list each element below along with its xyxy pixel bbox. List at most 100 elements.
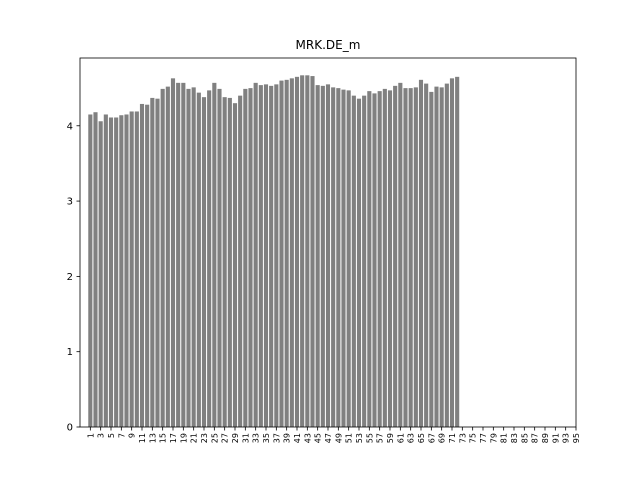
bar-4 (103, 114, 108, 427)
x-tick-label-7: 7 (117, 433, 126, 438)
bar-39 (284, 79, 289, 427)
bar-3 (98, 121, 103, 427)
x-tick-label-65: 65 (417, 433, 426, 443)
x-tick-label-15: 15 (159, 433, 168, 443)
bar-54 (362, 95, 367, 428)
bar-69 (439, 87, 444, 428)
bar-41 (294, 76, 300, 427)
x-tick-label-41: 41 (293, 433, 302, 443)
bar-40 (289, 78, 294, 427)
bar-38 (279, 80, 284, 427)
x-tick-label-61: 61 (396, 433, 405, 443)
bar-18 (176, 82, 181, 427)
x-tick-label-23: 23 (200, 433, 209, 443)
x-tick-label-87: 87 (531, 433, 540, 443)
bar-16 (165, 86, 170, 428)
bar-45 (315, 85, 320, 428)
x-tick-label-73: 73 (458, 433, 467, 443)
x-tick-label-9: 9 (128, 433, 137, 438)
bar-34 (258, 85, 263, 428)
x-tick-label-57: 57 (376, 433, 385, 443)
bar-5 (108, 117, 114, 428)
x-tick-label-83: 83 (510, 433, 519, 443)
bar-32 (248, 88, 253, 428)
x-tick-label-45: 45 (314, 433, 323, 443)
x-tick-label-1: 1 (86, 433, 95, 438)
x-tick-label-5: 5 (107, 433, 116, 438)
bar-1 (88, 114, 93, 427)
x-tick-label-13: 13 (148, 433, 157, 443)
x-tick-label-37: 37 (272, 433, 281, 443)
bar-23 (201, 97, 207, 427)
bar-46 (320, 85, 325, 428)
bar-20 (186, 88, 191, 427)
x-tick-label-51: 51 (345, 433, 354, 443)
bar-8 (124, 114, 129, 427)
y-axis: 0 1 2 3 4 (67, 121, 80, 434)
bar-14 (155, 98, 160, 428)
bar-60 (393, 85, 398, 428)
bar-50 (341, 89, 346, 427)
bar-27 (222, 97, 227, 427)
x-tick-label-91: 91 (551, 433, 560, 443)
x-tick-label-77: 77 (479, 433, 488, 443)
bar-68 (434, 86, 439, 428)
bar-70 (444, 83, 449, 427)
y-tick-label-0: 0 (67, 423, 73, 434)
bar-6 (114, 117, 119, 428)
bar-65 (418, 79, 424, 427)
x-tick-label-75: 75 (469, 433, 478, 443)
x-tick-label-67: 67 (427, 433, 436, 443)
y-tick-label-3: 3 (67, 197, 73, 208)
bar-19 (181, 82, 186, 427)
x-tick-label-81: 81 (500, 433, 509, 443)
bar-15 (160, 88, 165, 427)
bar-26 (217, 88, 222, 427)
x-tick-label-55: 55 (365, 433, 374, 443)
bars-group (88, 75, 460, 428)
bar-30 (238, 95, 243, 428)
bar-2 (93, 112, 98, 427)
bar-9 (129, 111, 134, 427)
bar-29 (232, 103, 238, 428)
bar-56 (372, 93, 377, 427)
x-tick-label-21: 21 (190, 433, 199, 443)
bar-62 (403, 88, 408, 428)
bar-10 (134, 111, 139, 427)
x-axis: 1 3 5 7 9 11 13 15 17 19 21 23 25 27 29 31 33 35 37 39 41 43 4… (86, 427, 581, 443)
bar-71 (449, 78, 455, 427)
bar-47 (325, 84, 331, 428)
x-tick-label-25: 25 (210, 433, 219, 443)
x-tick-label-85: 85 (520, 433, 529, 443)
bar-57 (377, 91, 382, 427)
bar-12 (145, 104, 150, 427)
bar-66 (424, 83, 429, 427)
bar-49 (336, 88, 341, 428)
x-tick-label-27: 27 (221, 433, 230, 443)
x-tick-label-59: 59 (386, 433, 395, 443)
x-tick-label-71: 71 (448, 433, 457, 443)
x-tick-label-53: 53 (355, 433, 364, 443)
bar-33 (253, 82, 258, 427)
bar-48 (331, 87, 336, 428)
plot-frame (79, 57, 577, 428)
bar-67 (429, 91, 434, 427)
x-tick-label-39: 39 (283, 433, 292, 443)
x-tick-label-49: 49 (334, 433, 343, 443)
x-tick-label-29: 29 (231, 433, 240, 443)
bar-17 (170, 78, 176, 427)
x-tick-label-69: 69 (438, 433, 447, 443)
bar-13 (150, 97, 155, 427)
chart-title: MRK.DE_m (296, 38, 361, 52)
x-tick-label-33: 33 (252, 433, 261, 443)
x-tick-label-89: 89 (541, 433, 550, 443)
bar-58 (382, 88, 387, 427)
bar-72 (455, 76, 460, 427)
bar-59 (387, 90, 393, 427)
x-tick-label-31: 31 (241, 433, 250, 443)
bar-63 (408, 88, 413, 428)
x-tick-label-11: 11 (138, 433, 147, 443)
y-tick-label-2: 2 (67, 272, 73, 283)
bar-44 (310, 76, 315, 427)
